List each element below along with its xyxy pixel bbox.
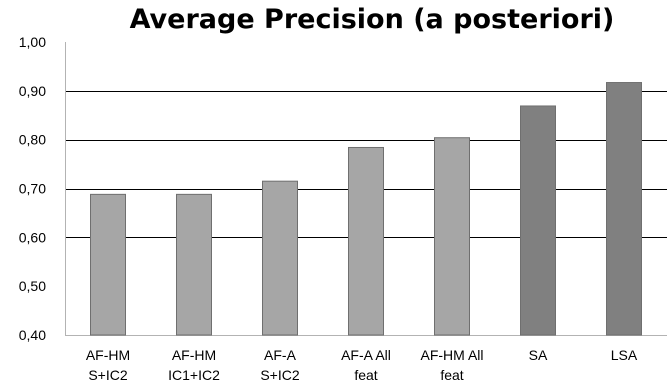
x-category-label: IC1+IC2 (168, 367, 220, 383)
bar (606, 82, 642, 336)
axes (65, 42, 667, 336)
x-category-labels: AF-HM S+IC2 AF-HM IC1+IC2 AF-A S+IC2 AF-A All f… (86, 347, 638, 383)
bar (262, 180, 298, 336)
x-category-label: S+IC2 (260, 367, 300, 383)
y-tick-label: 0,90 (19, 83, 46, 99)
x-category-label: feat (354, 367, 377, 383)
x-category-label: AF-A All (341, 347, 391, 363)
chart-title: Average Precision (a posteriori) (130, 4, 615, 35)
y-tick-labels: 0,40 0,50 0,60 0,70 0,80 0,90 1,00 (19, 34, 46, 343)
y-tick-label: 0,40 (19, 327, 46, 343)
bar (520, 105, 556, 336)
bar (90, 193, 126, 336)
x-category-label: AF-A (264, 347, 297, 363)
y-tick-label: 0,80 (19, 132, 46, 148)
x-category-label: S+IC2 (88, 367, 128, 383)
x-category-label: AF-HM (86, 347, 130, 363)
bar (176, 193, 212, 336)
y-tick-label: 0,60 (19, 229, 46, 245)
bar (348, 146, 384, 336)
bar (434, 137, 470, 336)
y-tick-label: 0,70 (19, 181, 46, 197)
x-category-label: AF-HM (172, 347, 216, 363)
x-category-label: SA (529, 347, 548, 363)
y-tick-label: 1,00 (19, 34, 46, 50)
y-tick-label: 0,50 (19, 278, 46, 294)
bars (90, 82, 642, 336)
x-category-label: AF-HM All (421, 347, 484, 363)
x-category-label: LSA (611, 347, 638, 363)
x-category-label: feat (440, 367, 463, 383)
